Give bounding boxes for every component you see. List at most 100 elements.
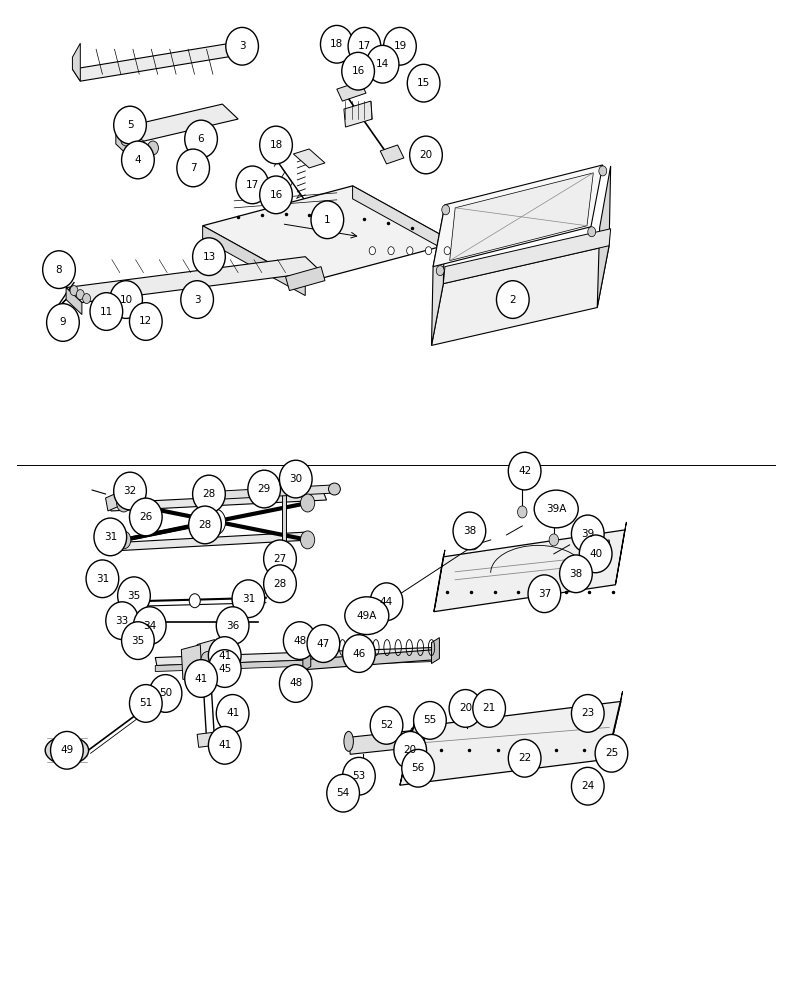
Text: 20: 20 (459, 703, 472, 713)
Circle shape (549, 534, 558, 546)
Circle shape (588, 227, 596, 237)
Circle shape (412, 733, 421, 745)
Text: 35: 35 (128, 591, 141, 601)
Ellipse shape (366, 45, 399, 83)
Text: 46: 46 (352, 649, 366, 659)
Ellipse shape (236, 166, 268, 204)
Text: 4: 4 (135, 155, 141, 165)
Circle shape (300, 531, 314, 549)
Text: 15: 15 (417, 78, 430, 88)
Polygon shape (112, 532, 312, 551)
Text: 31: 31 (242, 594, 255, 604)
Polygon shape (432, 205, 445, 345)
Ellipse shape (133, 607, 166, 644)
Text: 22: 22 (518, 753, 531, 763)
Text: 53: 53 (352, 771, 366, 781)
Ellipse shape (122, 622, 154, 659)
Polygon shape (155, 680, 175, 699)
Polygon shape (72, 43, 80, 81)
Ellipse shape (129, 685, 162, 722)
Text: 41: 41 (226, 708, 239, 718)
Ellipse shape (94, 518, 127, 556)
Text: 16: 16 (352, 66, 365, 76)
Text: 8: 8 (55, 265, 63, 275)
Polygon shape (432, 246, 609, 345)
Text: 38: 38 (569, 569, 583, 579)
Circle shape (444, 247, 451, 255)
Text: 9: 9 (59, 317, 67, 327)
Ellipse shape (208, 637, 241, 674)
Ellipse shape (45, 736, 89, 764)
Text: 42: 42 (518, 466, 531, 476)
Polygon shape (155, 656, 433, 672)
Ellipse shape (149, 675, 182, 712)
Text: 17: 17 (246, 180, 259, 190)
Text: 7: 7 (190, 163, 196, 173)
Polygon shape (203, 485, 334, 500)
Ellipse shape (497, 281, 529, 318)
Text: 51: 51 (139, 698, 152, 708)
Circle shape (245, 593, 256, 607)
Ellipse shape (86, 560, 119, 598)
Text: 37: 37 (538, 589, 551, 599)
Ellipse shape (114, 472, 147, 510)
Ellipse shape (192, 475, 225, 513)
Text: 16: 16 (269, 190, 283, 200)
Ellipse shape (232, 580, 265, 618)
Circle shape (363, 68, 371, 78)
Text: 45: 45 (218, 664, 231, 674)
Ellipse shape (216, 695, 249, 732)
Circle shape (76, 290, 84, 300)
Ellipse shape (226, 27, 258, 65)
Polygon shape (348, 729, 425, 754)
Polygon shape (282, 488, 285, 563)
Ellipse shape (129, 498, 162, 536)
Text: 29: 29 (257, 484, 271, 494)
Polygon shape (131, 625, 151, 647)
Circle shape (406, 247, 413, 255)
Circle shape (116, 531, 131, 549)
Circle shape (520, 749, 532, 765)
Ellipse shape (383, 27, 417, 65)
Text: 38: 38 (463, 526, 476, 536)
Text: 55: 55 (423, 715, 436, 725)
Polygon shape (337, 81, 366, 101)
Text: 14: 14 (376, 59, 389, 69)
Text: 56: 56 (412, 763, 425, 773)
Circle shape (116, 494, 131, 512)
Text: 21: 21 (482, 703, 496, 713)
Text: 18: 18 (269, 140, 283, 150)
Text: 20: 20 (420, 150, 432, 160)
Polygon shape (293, 149, 325, 168)
Circle shape (126, 598, 137, 612)
Polygon shape (197, 731, 223, 747)
Text: 18: 18 (330, 39, 344, 49)
Circle shape (601, 740, 622, 766)
Text: 50: 50 (159, 688, 172, 698)
Polygon shape (581, 540, 611, 564)
Ellipse shape (122, 141, 154, 179)
Circle shape (425, 247, 432, 255)
Text: 41: 41 (218, 740, 231, 750)
Ellipse shape (348, 27, 381, 65)
Text: 23: 23 (581, 708, 595, 718)
Circle shape (205, 509, 226, 535)
Ellipse shape (280, 460, 312, 498)
Polygon shape (434, 530, 625, 612)
Ellipse shape (508, 739, 541, 777)
Polygon shape (432, 638, 440, 664)
Circle shape (120, 132, 131, 146)
Polygon shape (66, 257, 321, 303)
Ellipse shape (192, 238, 225, 276)
Text: 3: 3 (239, 41, 246, 51)
Text: 24: 24 (581, 781, 595, 791)
Text: 39A: 39A (546, 504, 566, 514)
Ellipse shape (118, 577, 150, 615)
Circle shape (599, 166, 607, 176)
Text: 36: 36 (226, 621, 239, 631)
Ellipse shape (264, 540, 296, 578)
Polygon shape (108, 492, 326, 511)
Polygon shape (341, 771, 356, 789)
Text: 28: 28 (202, 489, 215, 499)
Circle shape (70, 286, 78, 296)
